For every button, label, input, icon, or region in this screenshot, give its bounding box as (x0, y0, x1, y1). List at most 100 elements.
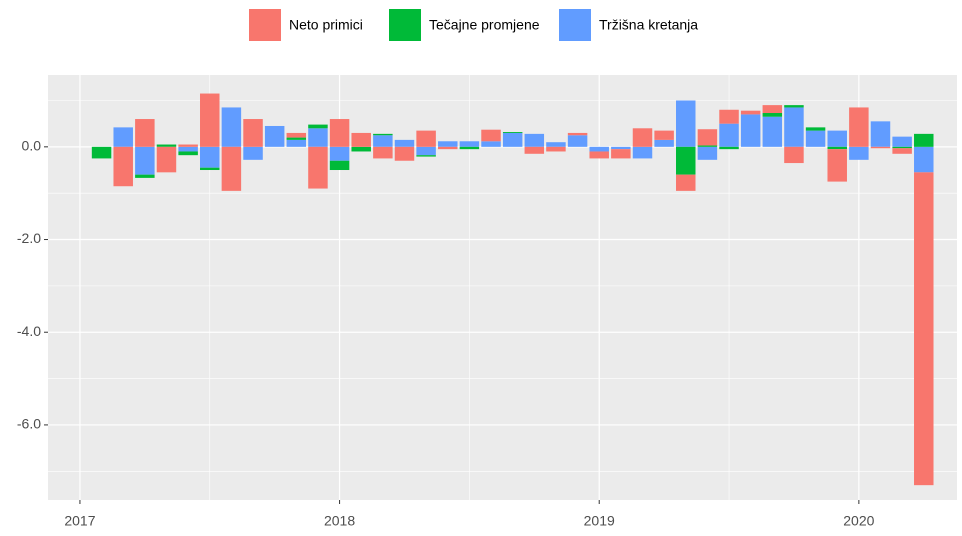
bar (524, 146, 545, 154)
bar (156, 144, 177, 147)
bar (740, 114, 761, 147)
bar (719, 146, 739, 150)
y-tick-label: -4.0 (17, 323, 41, 339)
bar (286, 137, 307, 140)
legend-label: Neto primici (289, 17, 363, 33)
bar (697, 129, 718, 146)
bar (805, 130, 826, 147)
bar (502, 132, 523, 147)
bar (329, 119, 350, 147)
bar (762, 113, 783, 117)
bar (870, 146, 891, 149)
bar (784, 107, 804, 147)
bar (632, 146, 653, 159)
bar (740, 110, 761, 115)
bar (200, 146, 220, 168)
plot-background (48, 75, 957, 500)
bar (416, 155, 436, 157)
bar (351, 146, 371, 152)
legend-swatch (559, 9, 591, 41)
bar (221, 146, 242, 191)
bar (329, 146, 350, 161)
bar (113, 146, 133, 187)
bar (892, 136, 912, 147)
bar (697, 145, 718, 147)
x-tick-label: 2020 (843, 513, 874, 529)
bar (827, 146, 847, 150)
bar (502, 132, 523, 133)
bar (438, 141, 458, 147)
bar (892, 146, 912, 149)
bar (416, 146, 436, 156)
bar (762, 116, 783, 147)
bar (697, 146, 718, 160)
bar (156, 146, 177, 173)
bar (611, 146, 631, 150)
bar (373, 135, 393, 147)
bar (438, 146, 458, 150)
bar (308, 146, 328, 189)
bar (784, 146, 804, 164)
bar (914, 146, 934, 173)
x-tick-label: 2018 (324, 513, 355, 529)
bar (308, 128, 328, 147)
bar (178, 144, 198, 147)
bar (91, 146, 112, 159)
bar (286, 132, 307, 138)
bar (394, 139, 415, 147)
bar (524, 133, 545, 147)
bar (264, 125, 285, 147)
bar (329, 160, 350, 171)
bar (459, 146, 480, 150)
bar (546, 146, 566, 152)
bar (308, 124, 328, 129)
bar (373, 146, 393, 159)
bar (892, 148, 912, 154)
bar (546, 142, 566, 147)
bar (762, 105, 783, 114)
bar (632, 128, 653, 147)
bar (676, 174, 696, 191)
bar (654, 139, 674, 147)
bar (827, 130, 847, 147)
bar (567, 132, 588, 136)
bar (394, 146, 415, 161)
y-tick-label: 0.0 (22, 138, 42, 154)
bar (481, 141, 501, 147)
bar (676, 100, 696, 147)
bar (221, 107, 242, 147)
bar (870, 121, 891, 147)
bar (178, 146, 198, 152)
bar (805, 127, 826, 131)
bar (135, 146, 155, 175)
bar (567, 135, 588, 147)
bar (243, 146, 263, 160)
bar (373, 133, 393, 136)
bar (589, 146, 609, 152)
legend-label: Tečajne promjene (429, 17, 540, 33)
bar (113, 127, 133, 147)
bar (135, 119, 155, 147)
bar (914, 172, 934, 486)
bar (784, 105, 804, 108)
bar (589, 151, 609, 159)
x-tick-label: 2019 (584, 513, 615, 529)
bar (719, 123, 739, 147)
bar (481, 129, 501, 142)
bar (719, 109, 739, 124)
bar (200, 93, 220, 147)
bar (849, 107, 869, 147)
bar (676, 146, 696, 175)
bar (178, 151, 198, 156)
x-tick-label: 2017 (64, 513, 95, 529)
legend-swatch (389, 9, 421, 41)
bar (351, 132, 371, 147)
bar (849, 146, 869, 160)
bar (286, 139, 307, 147)
bar (654, 130, 674, 140)
y-tick-label: -2.0 (17, 230, 41, 246)
bar (914, 133, 934, 147)
bar (611, 149, 631, 159)
bar (827, 149, 847, 182)
